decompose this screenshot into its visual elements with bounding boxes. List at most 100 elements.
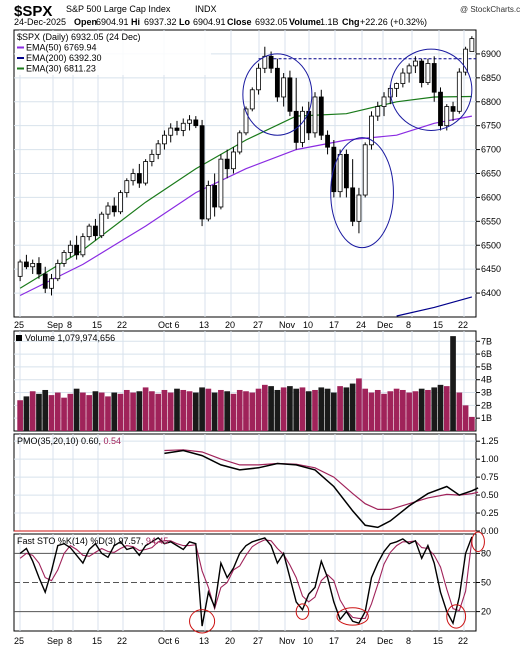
- candlestick: [444, 104, 450, 131]
- volume-panel: 1B 2B 3B 4B 5B 6B 7B Volume 1,079,974,656: [13, 330, 492, 432]
- candlestick: [231, 147, 236, 174]
- candlestick: [193, 116, 199, 129]
- candlestick: [406, 63, 412, 83]
- candlestick: [180, 118, 186, 137]
- price-x-label: 17: [329, 320, 339, 330]
- candlestick: [99, 211, 105, 239]
- volume-bar: [393, 388, 400, 431]
- candlestick: [431, 56, 437, 102]
- candlestick: [287, 70, 293, 117]
- candle-body-down: [93, 225, 98, 237]
- legend-entry: EMA(30) 6811.23: [26, 64, 96, 74]
- volume-bar: [17, 400, 23, 431]
- sto-x-label: 13: [199, 636, 209, 646]
- pmo-tick-label: 0.00: [481, 526, 499, 536]
- volume-bar: [42, 389, 49, 431]
- candle-body-up: [155, 143, 161, 155]
- sto-tick-label: 80: [481, 548, 491, 558]
- sto-x-label: 27: [253, 636, 263, 646]
- high-label: Hi: [131, 17, 140, 27]
- sto-x-label: 10: [303, 636, 313, 646]
- candle-body-up: [149, 153, 155, 162]
- candle-body-down: [42, 273, 48, 289]
- candle-body-up: [49, 278, 54, 289]
- volume-bar: [255, 388, 262, 431]
- candle-body-up: [469, 38, 475, 52]
- candle-body-up: [375, 106, 381, 117]
- volume-tick-label: 3B: [481, 388, 492, 398]
- volume-bar: [92, 391, 99, 431]
- candlestick: [55, 259, 61, 282]
- candle-body-up: [444, 106, 450, 127]
- sto-x-label: 22: [117, 636, 127, 646]
- candlestick: [375, 101, 381, 121]
- candlestick: [111, 197, 117, 217]
- ema30-line: [19, 95, 472, 289]
- candle-body-down: [224, 158, 230, 170]
- volume-bar: [299, 387, 306, 431]
- candlestick: [318, 89, 324, 141]
- candlestick: [24, 254, 29, 270]
- security-name: S&P 500 Large Cap Index: [66, 4, 171, 14]
- candle-body-down: [450, 106, 456, 112]
- candlestick: [256, 63, 261, 95]
- volume-bar: [337, 386, 343, 431]
- open-value: 6904.91: [96, 17, 129, 27]
- volume-legend-swatch: [16, 335, 22, 341]
- candlestick: [419, 58, 425, 88]
- candlestick: [224, 149, 230, 179]
- volume-bar: [73, 388, 80, 431]
- volume-bar: [268, 386, 274, 431]
- price-tick-label: 6650: [481, 169, 501, 179]
- volume-bar: [456, 392, 463, 431]
- candlestick: [187, 115, 192, 131]
- volume-bar: [211, 392, 218, 431]
- sto-x-label: Oct 6: [158, 636, 180, 646]
- volume-tick-label: 5B: [481, 362, 492, 372]
- symbol-label: $SPX: [14, 3, 52, 20]
- pmo-tick-label: 0.50: [481, 490, 499, 500]
- candle-body-up: [86, 225, 92, 238]
- price-x-label: 15: [92, 320, 102, 330]
- price-legend: $SPX (Daily) 6932.05 (24 Dec)EMA(50) 676…: [15, 31, 211, 75]
- price-annotation-circle: [330, 137, 394, 249]
- volume-bar: [305, 391, 312, 431]
- volume-bar: [161, 389, 168, 431]
- candlestick: [212, 173, 218, 217]
- candlestick: [124, 178, 130, 198]
- price-x-label: 24: [356, 320, 366, 330]
- volume-bar: [318, 387, 325, 431]
- candle-body-up: [256, 67, 261, 91]
- candlestick: [143, 159, 149, 186]
- candlestick: [268, 51, 274, 74]
- candlestick: [369, 111, 374, 150]
- volume-bar: [199, 387, 205, 431]
- price-x-label: 27: [253, 320, 263, 330]
- candlestick: [237, 130, 243, 155]
- low-label: Lo: [179, 17, 190, 27]
- pmo-legend: PMO(35,20,10) 0.60, 0.54: [17, 436, 121, 446]
- change-value: +22.26 (+0.32%): [360, 17, 427, 27]
- sto-x-label: Dec: [377, 636, 394, 646]
- sto-legend-k: Fast STO %K(14) %D(3) 97.57,: [17, 536, 146, 546]
- candlestick: [67, 240, 73, 258]
- candle-body-up: [425, 63, 431, 84]
- volume-legend: Volume 1,079,974,656: [25, 333, 115, 343]
- candle-body-up: [249, 89, 255, 110]
- candlestick: [274, 58, 280, 102]
- candlestick: [218, 154, 224, 210]
- candlestick: [168, 123, 174, 143]
- volume-bar: [67, 393, 74, 431]
- sto-annotation-circle: [446, 604, 467, 629]
- volume-bar: [167, 392, 174, 431]
- candlestick: [118, 190, 123, 215]
- volume-bar: [312, 389, 318, 431]
- candle-body-down: [136, 173, 142, 184]
- volume-bar: [425, 389, 431, 431]
- volume-bar: [343, 387, 350, 431]
- candlestick: [17, 259, 23, 282]
- candlestick: [136, 163, 142, 188]
- candle-body-up: [99, 213, 105, 237]
- volume-bar: [149, 391, 155, 431]
